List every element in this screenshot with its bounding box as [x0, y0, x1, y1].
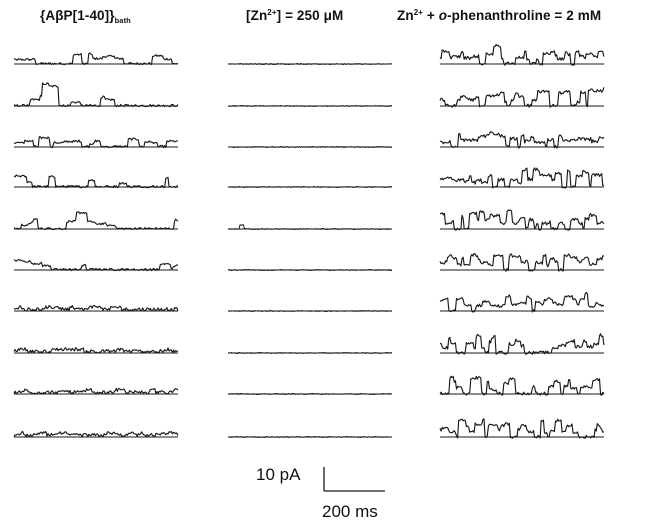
- trace-right-1: [439, 43, 605, 66]
- trace-left-6: [13, 258, 179, 272]
- trace-mid-8: [227, 352, 392, 354]
- scale-bar-time-label: 200 ms: [322, 502, 378, 521]
- trace-mid-3: [227, 146, 392, 148]
- trace-right-9: [439, 375, 605, 396]
- title-abp-subscript: bath: [114, 16, 131, 25]
- trace-right-6: [439, 253, 605, 272]
- title-zinc-sup: 2+: [267, 8, 277, 17]
- trace-mid-9: [228, 393, 393, 395]
- trace-mid-10: [227, 436, 393, 438]
- trace-left-9: [13, 387, 179, 395]
- title-zinc-b: ] = 250 μM: [276, 8, 344, 23]
- trace-left-5: [13, 211, 179, 231]
- column-title-zinc-phenanthroline: Zn2+ + o-phenanthroline = 2 mM: [397, 8, 601, 23]
- title-phen-sup: 2+: [413, 8, 424, 17]
- trace-right-8: [439, 333, 605, 355]
- trace-right-2: [439, 87, 605, 108]
- trace-right-3: [439, 131, 605, 149]
- trace-mid-4: [227, 186, 393, 188]
- title-zinc-a: [Zn: [246, 8, 268, 23]
- trace-mid-1: [227, 63, 392, 65]
- trace-right-5: [439, 209, 605, 231]
- trace-left-1: [13, 52, 179, 66]
- trace-right-10: [439, 418, 605, 439]
- column-title-abp: {AβP[1-40]}bath: [40, 8, 131, 25]
- scale-bar-current-label: 10 pA: [256, 465, 301, 484]
- trace-right-7: [439, 291, 605, 313]
- column-title-zinc: [Zn2+] = 250 μM: [246, 8, 343, 23]
- trace-left-3: [13, 136, 178, 149]
- trace-left-7: [13, 304, 179, 312]
- trace-mid-7: [227, 310, 392, 312]
- trace-left-10: [13, 430, 179, 438]
- title-abp-main: {AβP[1-40]}: [40, 8, 115, 23]
- title-phen-b: +: [423, 8, 439, 23]
- trace-right-4: [439, 167, 604, 189]
- title-phen-italic: o: [438, 8, 448, 23]
- title-phen-a: Zn: [397, 8, 414, 23]
- trace-left-2: [13, 82, 179, 108]
- trace-mid-6: [227, 269, 392, 271]
- trace-left-8: [13, 347, 178, 354]
- trace-left-4: [13, 174, 179, 189]
- trace-mid-2: [227, 105, 393, 107]
- trace-mid-5: [227, 224, 392, 230]
- title-phen-c: -phenanthroline = 2 mM: [447, 8, 602, 23]
